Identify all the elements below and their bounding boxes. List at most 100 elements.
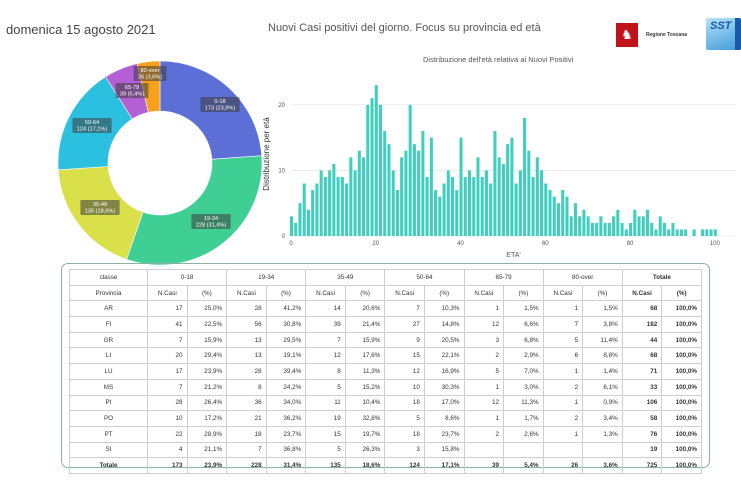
value-cell: 228: [226, 457, 267, 474]
sub-header: (%): [661, 284, 702, 302]
value-cell: 124: [384, 457, 425, 474]
value-cell: 10: [384, 378, 425, 396]
province-cell: GR: [69, 331, 148, 349]
value-cell: 10,4%: [344, 394, 386, 412]
value-cell: 2: [463, 347, 505, 365]
value-cell: 20,5%: [423, 331, 465, 349]
svg-text:173 (23,9%): 173 (23,9%): [205, 106, 236, 112]
value-cell: 6,1%: [582, 378, 623, 396]
histogram-bar: [616, 209, 620, 236]
value-cell: 30,3%: [423, 378, 465, 396]
province-cell: PT: [69, 425, 148, 443]
value-cell: 18: [384, 425, 425, 443]
table-row: PT 22 28,9% 18 23,7% 15 19,7% 18 23,7% 2 2,6% 1 1,3%…: [69, 425, 702, 443]
value-cell: 19: [621, 441, 663, 459]
value-cell: 1,3%: [582, 425, 623, 443]
value-cell: 100,0%: [661, 394, 702, 412]
value-cell: 100,0%: [661, 363, 702, 380]
histogram-title: Distribuzione dell'età relativa ai Nuovi…: [423, 55, 574, 64]
value-cell: 28: [147, 394, 188, 412]
histogram-bar: [662, 222, 666, 236]
sub-header: (%): [344, 284, 386, 302]
value-cell: 4: [147, 441, 188, 459]
group-header-Totale: Totale: [621, 269, 703, 286]
value-cell: 3: [463, 331, 505, 349]
y-axis-label: Distribuzione per età: [262, 117, 271, 191]
value-cell: 13: [226, 347, 267, 365]
histogram-bar: [540, 170, 544, 236]
value-cell: 1,5%: [503, 300, 544, 318]
value-cell: [503, 441, 544, 459]
value-cell: 26,4%: [186, 394, 228, 412]
histogram-bar: [463, 176, 467, 236]
sub-header: N.Casi: [463, 284, 505, 302]
table-row: SI 4 21,1% 7 36,8% 5 26,3% 3 15,8% 19 100,0%: [69, 441, 702, 459]
svg-text:135 (18,6%): 135 (18,6%): [85, 209, 116, 215]
histogram-bar: [417, 150, 421, 236]
value-cell: 10,3%: [423, 300, 465, 318]
value-cell: 15,9%: [186, 331, 228, 349]
histogram-bar: [658, 216, 662, 236]
value-cell: 18,6%: [344, 457, 386, 474]
value-cell: 7,0%: [503, 363, 544, 380]
group-header-50-64: 50-64: [384, 269, 465, 286]
sub-header: Provincia: [69, 284, 148, 302]
value-cell: 100,0%: [661, 316, 702, 333]
group-header-65-79: 65-79: [463, 269, 544, 286]
histogram-bar: [421, 131, 425, 236]
histogram-bar: [535, 157, 539, 236]
histogram-bar: [620, 222, 624, 236]
svg-text:0-18: 0-18: [214, 99, 225, 105]
value-cell: 7: [147, 331, 188, 349]
value-cell: 100,0%: [661, 410, 702, 427]
histogram-bar: [654, 229, 658, 236]
histogram-bar: [306, 209, 310, 236]
value-cell: 19,1%: [265, 347, 307, 365]
value-cell: 71: [621, 363, 663, 380]
value-cell: 34,0%: [265, 394, 307, 412]
value-cell: 15,8%: [423, 441, 465, 459]
value-cell: 3,6%: [582, 457, 623, 474]
value-cell: 3: [384, 441, 425, 459]
value-cell: 21,2%: [186, 378, 228, 396]
value-cell: 11,4%: [582, 331, 623, 349]
x-tick-label: 0: [289, 241, 293, 247]
sub-header: (%): [582, 284, 623, 302]
value-cell: 9: [384, 331, 425, 349]
histogram-bar: [429, 137, 433, 236]
histogram-bar: [378, 104, 383, 236]
value-cell: 17,0%: [423, 394, 465, 412]
histogram-bar: [510, 137, 514, 236]
value-cell: 20,6%: [344, 300, 386, 318]
value-cell: 7: [147, 378, 188, 396]
value-cell: 17: [147, 300, 188, 318]
value-cell: 23,9%: [186, 363, 228, 380]
value-cell: 26,3%: [344, 441, 386, 459]
histogram-bar: [425, 176, 429, 236]
histogram-bar: [705, 229, 709, 236]
value-cell: 1: [542, 300, 584, 318]
group-header-35-49: 35-49: [305, 269, 386, 286]
histogram-bar: [675, 229, 679, 236]
histogram-bar: [400, 157, 404, 236]
y-tick-label: 20: [278, 103, 285, 109]
value-cell: 106: [621, 394, 663, 412]
value-cell: 29,5%: [265, 331, 307, 349]
value-cell: 182: [621, 316, 663, 333]
value-cell: 3,4%: [582, 410, 623, 427]
value-cell: 32,8%: [344, 410, 386, 427]
province-age-table: classe 0-18 19-34 35-49 50-64 65-79 80-over Tot…: [61, 263, 710, 474]
histogram-bar: [484, 170, 488, 236]
histogram-bar: [645, 209, 650, 236]
histogram-bar: [472, 176, 476, 236]
histogram-bar: [599, 216, 603, 236]
histogram-bar: [590, 222, 594, 236]
table-row: GR 7 15,9% 13 29,5% 7 15,9% 9 20,5% 3 6,8% 5 11,4% 44…: [69, 331, 702, 349]
histogram-bar: [569, 216, 573, 236]
value-cell: 15: [305, 425, 346, 443]
value-cell: 100,0%: [661, 331, 702, 349]
svg-text:26 (3,6%): 26 (3,6%): [138, 75, 162, 81]
